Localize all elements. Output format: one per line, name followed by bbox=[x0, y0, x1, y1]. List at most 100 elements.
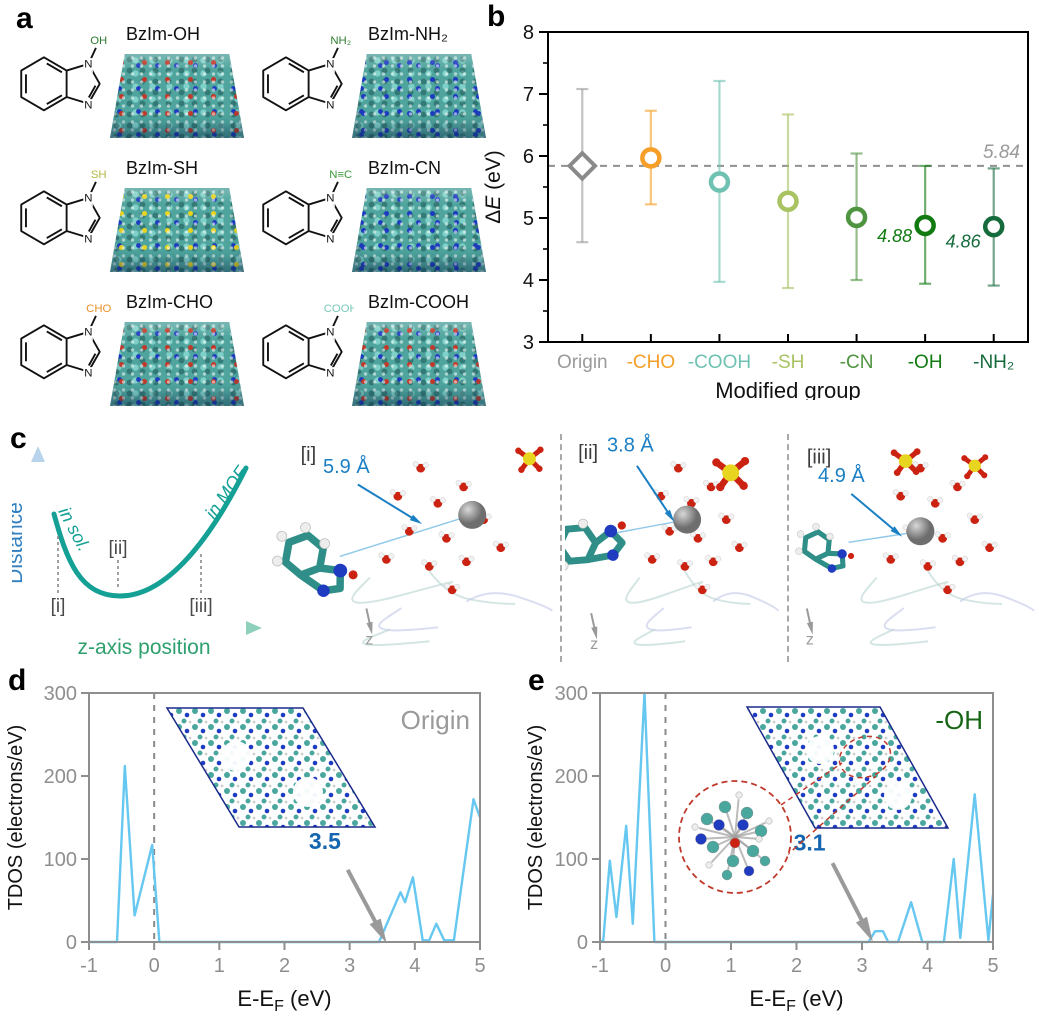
value-annotation: 4.88 bbox=[877, 226, 912, 246]
x-tick-label: 5 bbox=[987, 955, 998, 977]
water-molecule bbox=[492, 540, 509, 553]
water-molecule bbox=[676, 559, 693, 571]
annotation-arrowhead bbox=[409, 514, 423, 524]
y-tick-label: 0 bbox=[577, 932, 588, 954]
annotation-arrowhead bbox=[366, 621, 373, 635]
sulfate-ion bbox=[961, 454, 989, 480]
nitrogen-label: N bbox=[84, 193, 92, 205]
water-molecule bbox=[952, 554, 968, 567]
mof-framework-line bbox=[378, 607, 439, 632]
annotation-arrowhead bbox=[369, 918, 387, 944]
mof-framework-line bbox=[860, 577, 949, 604]
sulfate-ion bbox=[712, 456, 750, 492]
point-ii-label: [ii] bbox=[109, 538, 128, 559]
data-point-SH bbox=[777, 113, 799, 290]
y-tick-label: 100 bbox=[44, 849, 77, 871]
panel-c: c [i] [ii] [iii] in sol. in MOF Distance z-axi… bbox=[0, 420, 1039, 665]
mof-framework-line bbox=[465, 592, 553, 612]
y-tick-label: 200 bbox=[44, 766, 77, 788]
benzimidazole-structure: N N NH₂ bbox=[262, 35, 351, 113]
separator-2 bbox=[787, 434, 789, 662]
x-tick-label: 5 bbox=[474, 955, 485, 977]
distance-axis-title: Distance bbox=[12, 502, 27, 584]
benzimidazole-3d bbox=[565, 518, 626, 571]
distance-curve bbox=[51, 465, 249, 599]
mof-pore bbox=[884, 782, 912, 810]
x-axis-title: E-EF (eV) bbox=[749, 986, 843, 1015]
annotation-arrow bbox=[830, 862, 868, 928]
md-slab-image bbox=[110, 322, 244, 406]
nitrogen-label: N bbox=[326, 99, 334, 111]
metal-ion-sphere bbox=[458, 500, 487, 529]
benzimidazole-3d bbox=[272, 522, 358, 597]
annotation-arrowhead bbox=[855, 916, 873, 942]
mof-pore bbox=[192, 792, 208, 808]
annotation-arrow bbox=[850, 493, 897, 533]
distance-annotation: 3.8 Å bbox=[607, 434, 654, 457]
z-axis-indicator: z bbox=[806, 632, 814, 649]
water-molecule bbox=[718, 512, 735, 524]
bond-lines bbox=[262, 315, 343, 380]
data-point-CN bbox=[845, 152, 868, 282]
x-tick-label: 3 bbox=[856, 955, 867, 977]
x-tick-label: 3 bbox=[344, 955, 355, 977]
molecule-cell: N N COOH BzIm-COOH bbox=[250, 284, 486, 416]
y-tick-label: 4 bbox=[523, 270, 534, 292]
x-tick-label: -1 bbox=[591, 955, 609, 977]
md-slab-image bbox=[352, 322, 486, 406]
substituent-label: CHO bbox=[86, 303, 111, 315]
tdos-curve bbox=[599, 691, 995, 944]
snapshot-label: [ii] bbox=[578, 442, 598, 464]
distance-annotation: 5.9 Å bbox=[323, 455, 370, 478]
point-i-label: [i] bbox=[51, 596, 66, 617]
data-point-COOH bbox=[708, 79, 731, 283]
water-molecule bbox=[670, 461, 687, 473]
category-label: -COOH bbox=[688, 352, 751, 373]
x-axis-title: Modified group bbox=[715, 378, 861, 400]
x-axis-arrowhead bbox=[246, 621, 262, 635]
z-position-axis-title: z-axis position bbox=[77, 636, 210, 659]
circle-marker bbox=[914, 214, 936, 237]
substituent-label: OH bbox=[90, 35, 107, 47]
panel-b: b 5.84 Origin -CHO -COOH -SH -CN -OH -NH₂ 4.88 4.… bbox=[480, 0, 1039, 403]
nitrogen-label: N bbox=[84, 59, 92, 71]
md-snapshot-i: 5.9 Å [i] z bbox=[272, 444, 553, 649]
category-label: -CN bbox=[840, 352, 874, 373]
separator-1 bbox=[560, 434, 562, 662]
water-molecule bbox=[731, 540, 748, 553]
functionalization-zoom-circle bbox=[678, 735, 892, 894]
panel-label-d: d bbox=[8, 664, 27, 697]
nitrogen-label: N bbox=[84, 367, 92, 379]
water-molecule bbox=[412, 461, 429, 473]
circle-marker bbox=[708, 171, 731, 193]
water-molecule bbox=[939, 582, 956, 595]
benzimidazole-structure: N N OH bbox=[20, 35, 107, 113]
y-tick-label: 7 bbox=[523, 84, 534, 106]
band-gap-annotation: 3.1 bbox=[794, 830, 826, 856]
md-slab-image bbox=[110, 188, 244, 272]
energy-chart: 5.84 Origin -CHO -COOH -SH -CN -OH -NH₂ 4.88 4.86… bbox=[482, 22, 1029, 403]
metal-ion-sphere bbox=[906, 517, 935, 546]
substituent-label: COOH bbox=[324, 303, 354, 315]
category-label: -OH bbox=[908, 352, 943, 373]
data-point-OH bbox=[914, 164, 936, 285]
mof-framework-line bbox=[883, 607, 936, 632]
annotation-arrowhead bbox=[806, 621, 813, 635]
curve-tag-label: -OH bbox=[935, 705, 983, 735]
mof-pore bbox=[221, 741, 251, 771]
z-axis-indicator: z bbox=[365, 632, 373, 649]
mof-unit-cell-inset bbox=[745, 706, 950, 829]
water-molecule bbox=[444, 582, 461, 595]
annotation-arrow bbox=[636, 465, 671, 516]
md-snapshot-iii: 4.9 Å[iii] z bbox=[795, 446, 1035, 649]
panel-e: e -1 0 1 2 3 4 5 0 100 200 300 E-EF (eV) TDOS (elect… bbox=[520, 660, 1039, 1017]
y-tick-label: 0 bbox=[66, 932, 77, 954]
sulfate-ion bbox=[890, 448, 921, 477]
data-point-CHO bbox=[640, 109, 662, 206]
category-label: -NH₂ bbox=[973, 352, 1014, 373]
molecule-cell: N N CHO BzIm-CHO bbox=[8, 284, 244, 416]
x-tick-label: 0 bbox=[660, 955, 671, 977]
water-molecule bbox=[981, 540, 998, 553]
panel-d: d -1 0 1 2 3 4 5 0 100 200 300 E-EF (eV) TDOS (elect… bbox=[0, 660, 520, 1017]
